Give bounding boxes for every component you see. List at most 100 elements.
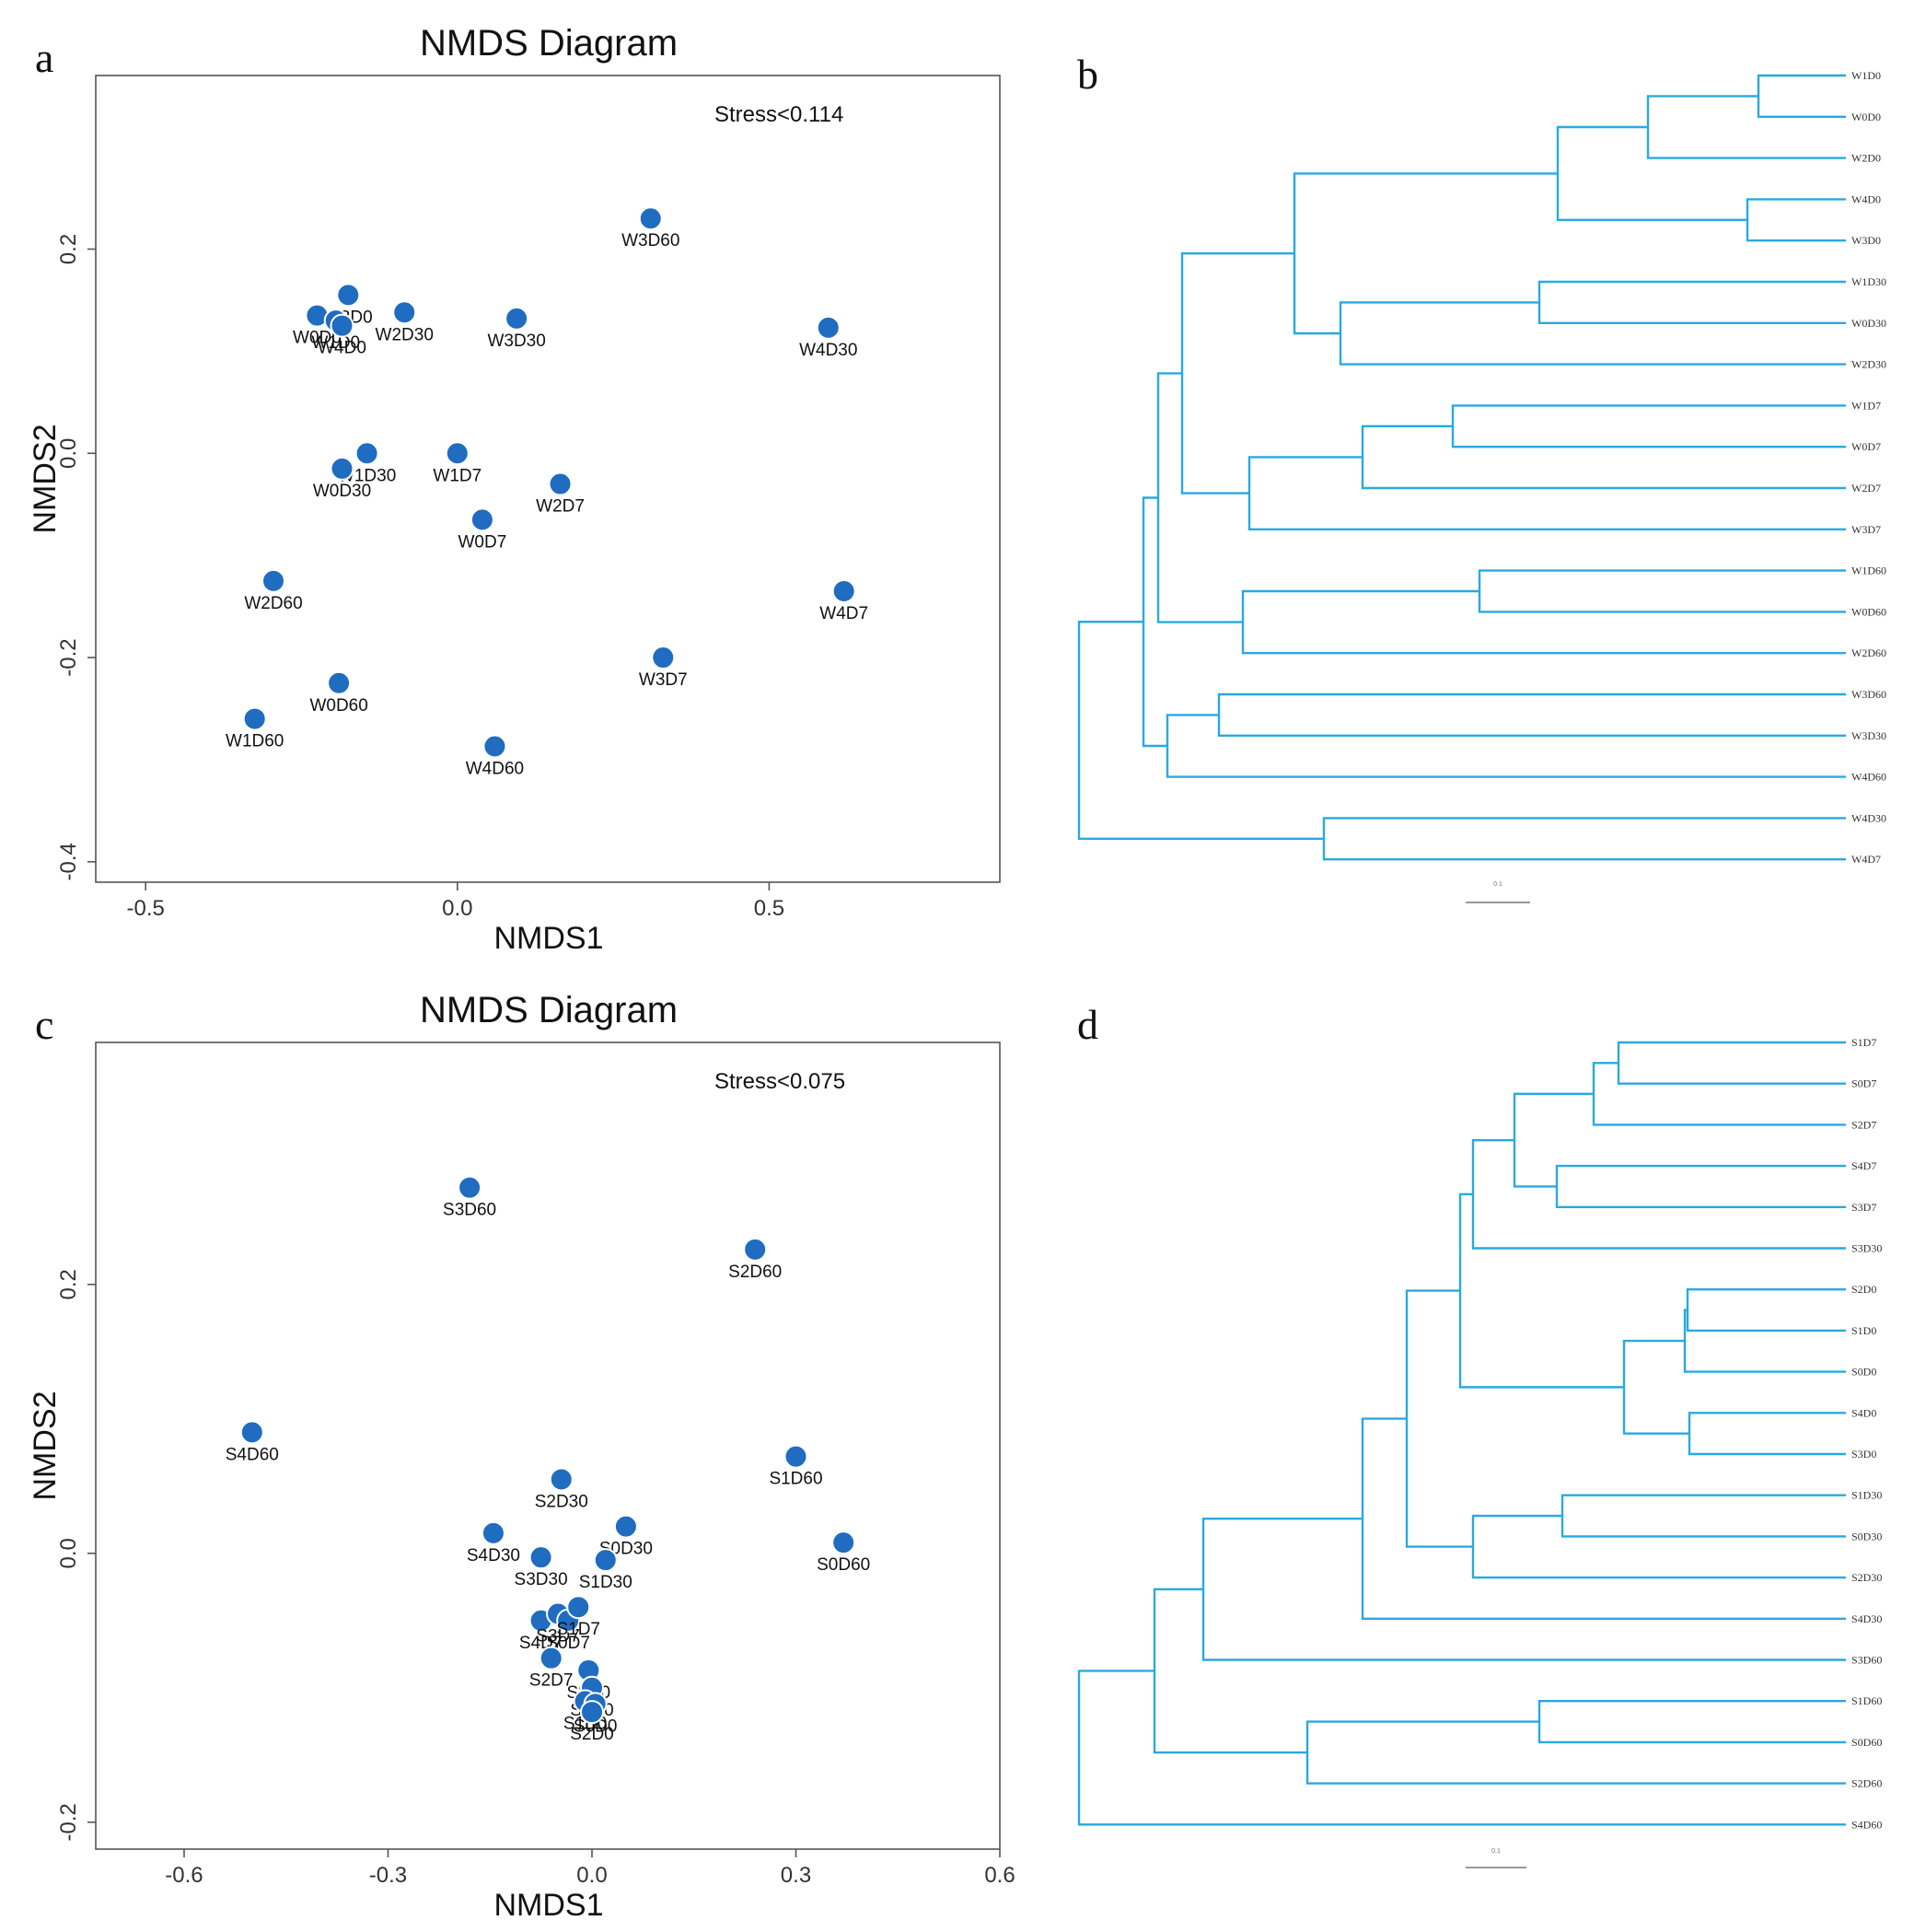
leaf-label-w2d30: W2D30 xyxy=(1851,358,1886,371)
branch-s-d7a xyxy=(1617,1041,1846,1085)
y-tick-label: -0.4 xyxy=(56,843,81,880)
branch-w-s3 xyxy=(1217,692,1846,737)
leaf-label-w4d30: W4D30 xyxy=(1851,811,1886,824)
point-label: W2D7 xyxy=(536,497,585,517)
branch-s-d7 xyxy=(1513,1092,1594,1188)
point-w3d60: W3D60 xyxy=(621,206,679,250)
branch-w-d0d30 xyxy=(1293,172,1558,335)
point-marker xyxy=(816,315,841,340)
point-marker xyxy=(743,1237,768,1262)
point-label: S0D60 xyxy=(817,1555,870,1575)
chart-c-xlabel: NMDS1 xyxy=(493,1888,603,1923)
point-marker xyxy=(651,646,676,670)
leaf-label-w1d7: W1D7 xyxy=(1851,399,1881,412)
branch-w-d60 xyxy=(1241,589,1846,655)
leaf-label-s4d30: S4D30 xyxy=(1851,1612,1882,1625)
point-label: W2D30 xyxy=(376,325,434,344)
leaf-label-s0d30: S0D30 xyxy=(1851,1530,1882,1542)
branch-w-d0a xyxy=(1757,74,1846,118)
branch-w-d30 xyxy=(1339,301,1846,366)
y-tick-label: -0.2 xyxy=(56,1803,81,1841)
point-marker xyxy=(579,1700,604,1725)
point-label: W3D7 xyxy=(639,670,688,690)
point-marker xyxy=(566,1595,591,1620)
chart-a-frame xyxy=(95,75,1001,883)
point-w3d30: W3D30 xyxy=(487,306,546,351)
point-label: S2D60 xyxy=(728,1263,782,1282)
panel-b: b W1D0W0D0W2D0W4D0W3D0W1D30W0D30W2D30W1D… xyxy=(1077,51,1886,903)
branch-s-d0c xyxy=(1688,1412,1846,1456)
branch-s-d0 xyxy=(1622,1339,1689,1435)
x-tick-label: 0.0 xyxy=(442,896,472,921)
y-tick-label: 0.2 xyxy=(56,1269,81,1299)
branch-w-d0c xyxy=(1746,198,1846,242)
chart-c-stress: Stress<0.075 xyxy=(714,1069,845,1094)
y-tick-label: 0.2 xyxy=(56,234,81,264)
panel-d: d S1D7S0D7S2D7S4D7S3D7S3D30S2D0S1D0S0D0S… xyxy=(1077,1001,1882,1868)
branch-s-grp2 xyxy=(1405,1289,1473,1548)
x-tick-label: 0.0 xyxy=(576,1863,607,1888)
point-label: W4D60 xyxy=(466,760,524,779)
point-label: S1D30 xyxy=(579,1573,632,1592)
point-label: S1D60 xyxy=(769,1470,822,1489)
leaf-label-w2d0: W2D0 xyxy=(1851,152,1881,165)
leaf-label-w1d0: W1D0 xyxy=(1851,69,1881,82)
leaf-label-s3d30: S3D30 xyxy=(1851,1242,1882,1255)
panel-c: c NMDS Diagram Stress<0.075 NMDS1 NMDS2 … xyxy=(28,990,1015,1923)
leaf-label-s4d0: S4D0 xyxy=(1851,1406,1876,1419)
leaf-label-w0d7: W0D7 xyxy=(1851,440,1881,453)
leaf-label-s1d30: S1D30 xyxy=(1851,1489,1882,1502)
chart-a-title: NMDS Diagram xyxy=(420,23,678,64)
leaf-label-w3d7: W3D7 xyxy=(1851,523,1881,536)
branch-w-s3b xyxy=(1166,714,1846,778)
point-marker xyxy=(548,471,573,496)
point-w1d7: W1D7 xyxy=(433,441,482,485)
x-tick-label: -0.6 xyxy=(165,1863,203,1888)
point-label: W3D30 xyxy=(487,332,545,351)
leaf-label-s3d7: S3D7 xyxy=(1851,1201,1876,1214)
x-tick-label: -0.3 xyxy=(369,1863,407,1888)
point-w3d7: W3D7 xyxy=(639,646,688,690)
branch-w-d30a xyxy=(1537,280,1846,324)
panel-letter-d: d xyxy=(1077,1001,1098,1048)
leaf-label-s3d0: S3D0 xyxy=(1851,1448,1876,1461)
point-marker xyxy=(481,1520,505,1545)
point-marker xyxy=(242,706,267,731)
point-marker xyxy=(354,441,379,466)
branch-w-d7b xyxy=(1361,425,1846,490)
chart-c-frame xyxy=(95,1042,1001,1850)
point-marker xyxy=(336,283,361,308)
branch-s-d7d30 xyxy=(1471,1138,1846,1250)
point-marker xyxy=(638,206,663,231)
leaf-label-w3d60: W3D60 xyxy=(1851,688,1886,701)
panel-letter-c: c xyxy=(35,1001,53,1048)
leaf-label-s2d30: S2D30 xyxy=(1851,1571,1882,1584)
point-w2d7: W2D7 xyxy=(536,471,585,517)
point-marker xyxy=(831,578,856,603)
point-s1d60: S1D60 xyxy=(769,1444,823,1489)
leaf-label-w3d0: W3D0 xyxy=(1851,234,1881,247)
branch-s-d0b xyxy=(1683,1309,1846,1373)
branch-s-root xyxy=(1077,1670,1846,1826)
point-w2d30: W2D30 xyxy=(376,300,434,344)
point-label: W2D60 xyxy=(244,594,302,613)
point-marker xyxy=(528,1545,553,1570)
branch-w-d7 xyxy=(1247,456,1846,530)
point-label: S3D30 xyxy=(515,1570,568,1589)
leaf-label-s2d60: S2D60 xyxy=(1851,1777,1882,1790)
point-s4d60: S4D60 xyxy=(226,1420,279,1464)
point-label: S2D0 xyxy=(570,1725,614,1744)
point-label: S3D60 xyxy=(443,1201,496,1220)
point-label: W0D60 xyxy=(309,696,367,716)
panel-letter-b: b xyxy=(1077,51,1098,98)
point-marker xyxy=(505,306,529,331)
point-s2d7: S2D7 xyxy=(529,1646,573,1691)
chart-a-xlabel: NMDS1 xyxy=(493,921,603,956)
branch-s-grp3 xyxy=(1361,1417,1846,1620)
leaf-label-w1d30: W1D30 xyxy=(1851,275,1886,288)
point-s1d7: S1D7 xyxy=(556,1595,600,1639)
point-marker xyxy=(482,734,507,759)
x-tick-label: 0.5 xyxy=(754,896,784,921)
point-w4d0: W4D0 xyxy=(318,313,366,358)
